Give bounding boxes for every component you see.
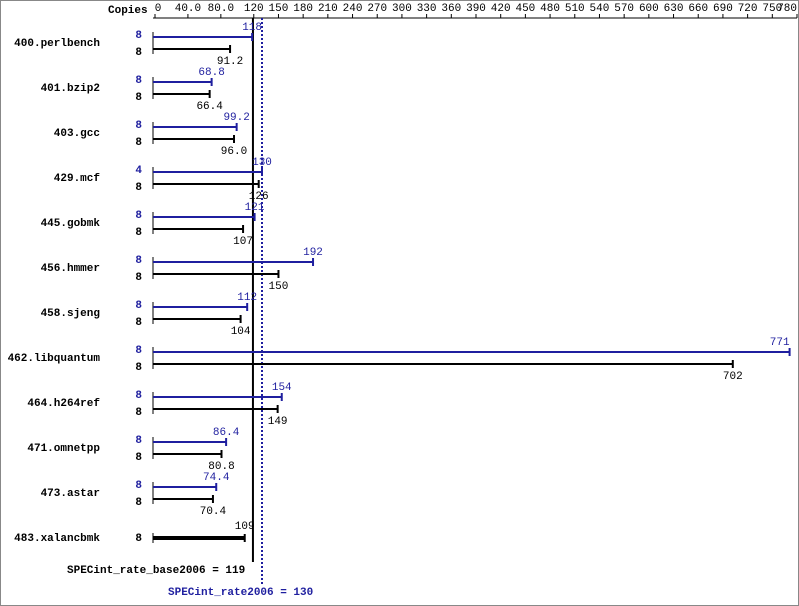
copies-label: 8	[135, 497, 142, 509]
x-tick-label: 300	[392, 3, 412, 15]
category-label: 462.libquantum	[8, 353, 101, 365]
category-label: 445.gobmk	[41, 218, 101, 230]
value-label: 86.4	[213, 427, 240, 439]
x-tick-label: 390	[466, 3, 486, 15]
x-tick-label: 40.0	[175, 3, 201, 15]
x-tick-label: 210	[318, 3, 338, 15]
value-label: 771	[770, 337, 790, 349]
value-label: 192	[303, 247, 323, 259]
copies-label: 8	[135, 30, 142, 42]
value-label: 104	[231, 326, 251, 338]
x-tick-label: 420	[491, 3, 511, 15]
value-label: 702	[723, 371, 743, 383]
value-label: 91.2	[217, 56, 243, 68]
copies-label: 8	[135, 300, 142, 312]
copies-label: 8	[135, 137, 142, 149]
category-label: 473.astar	[41, 488, 100, 500]
copies-label: 4	[135, 165, 142, 177]
category-label: 400.perlbench	[14, 38, 100, 50]
value-label: 130	[252, 157, 272, 169]
x-tick-label: 660	[688, 3, 708, 15]
x-tick-label: 240	[343, 3, 363, 15]
copies-label: 8	[135, 452, 142, 464]
value-label: 112	[237, 292, 257, 304]
reference-label: SPECint_rate2006 = 130	[168, 587, 313, 599]
x-tick-label: 750	[762, 3, 782, 15]
value-label: 150	[269, 281, 289, 293]
copies-label: 8	[135, 407, 142, 419]
x-tick-label: 540	[590, 3, 610, 15]
category-label: 456.hmmer	[41, 263, 100, 275]
copies-label: 8	[135, 92, 142, 104]
copies-label: 8	[135, 533, 142, 545]
category-label: 403.gcc	[54, 128, 100, 140]
copies-label: 8	[135, 390, 142, 402]
x-tick-label: 690	[713, 3, 733, 15]
value-label: 96.0	[221, 146, 247, 158]
category-label: 471.omnetpp	[27, 443, 100, 455]
x-tick-label: 0	[155, 3, 162, 15]
x-tick-label: 570	[614, 3, 634, 15]
x-tick-label: 510	[565, 3, 585, 15]
copies-label: 8	[135, 47, 142, 59]
x-tick-label: 120	[244, 3, 264, 15]
x-tick-label: 80.0	[208, 3, 234, 15]
x-tick-label: 600	[639, 3, 659, 15]
value-label: 109	[235, 521, 255, 533]
copies-label: 8	[135, 317, 142, 329]
value-label: 99.2	[223, 112, 249, 124]
category-label: 458.sjeng	[41, 308, 100, 320]
x-tick-label: 480	[540, 3, 560, 15]
copies-label: 8	[135, 255, 142, 267]
copies-label: 8	[135, 362, 142, 374]
x-tick-label: 720	[738, 3, 758, 15]
value-label: 121	[245, 202, 265, 214]
x-tick-label: 450	[515, 3, 535, 15]
x-tick-label: 330	[417, 3, 437, 15]
reference-label: SPECint_rate_base2006 = 119	[67, 565, 245, 577]
copies-label: 8	[135, 345, 142, 357]
copies-label: 8	[135, 182, 142, 194]
value-label: 80.8	[208, 461, 234, 473]
value-label: 118	[242, 22, 262, 34]
value-label: 68.8	[198, 67, 224, 79]
x-tick-label: 360	[441, 3, 461, 15]
value-label: 107	[233, 236, 253, 248]
x-tick-label: 630	[664, 3, 684, 15]
copies-label: 8	[135, 435, 142, 447]
value-label: 74.4	[203, 472, 230, 484]
x-tick-label: 780	[777, 3, 797, 15]
copies-label: 8	[135, 120, 142, 132]
copies-label: 8	[135, 480, 142, 492]
copies-label: 8	[135, 227, 142, 239]
value-label: 66.4	[196, 101, 223, 113]
category-label: 401.bzip2	[41, 83, 100, 95]
copies-label: 8	[135, 210, 142, 222]
value-label: 149	[268, 416, 288, 428]
value-label: 154	[272, 382, 292, 394]
copies-label: 8	[135, 75, 142, 87]
value-label: 126	[249, 191, 269, 203]
copies-label: 8	[135, 272, 142, 284]
category-label: 429.mcf	[54, 173, 101, 185]
x-tick-label: 180	[293, 3, 313, 15]
value-label: 70.4	[200, 506, 227, 518]
x-tick-label: 270	[367, 3, 387, 15]
x-tick-label: 150	[269, 3, 289, 15]
category-label: 464.h264ref	[27, 398, 100, 410]
copies-header: Copies	[108, 5, 148, 17]
category-label: 483.xalancbmk	[14, 533, 100, 545]
